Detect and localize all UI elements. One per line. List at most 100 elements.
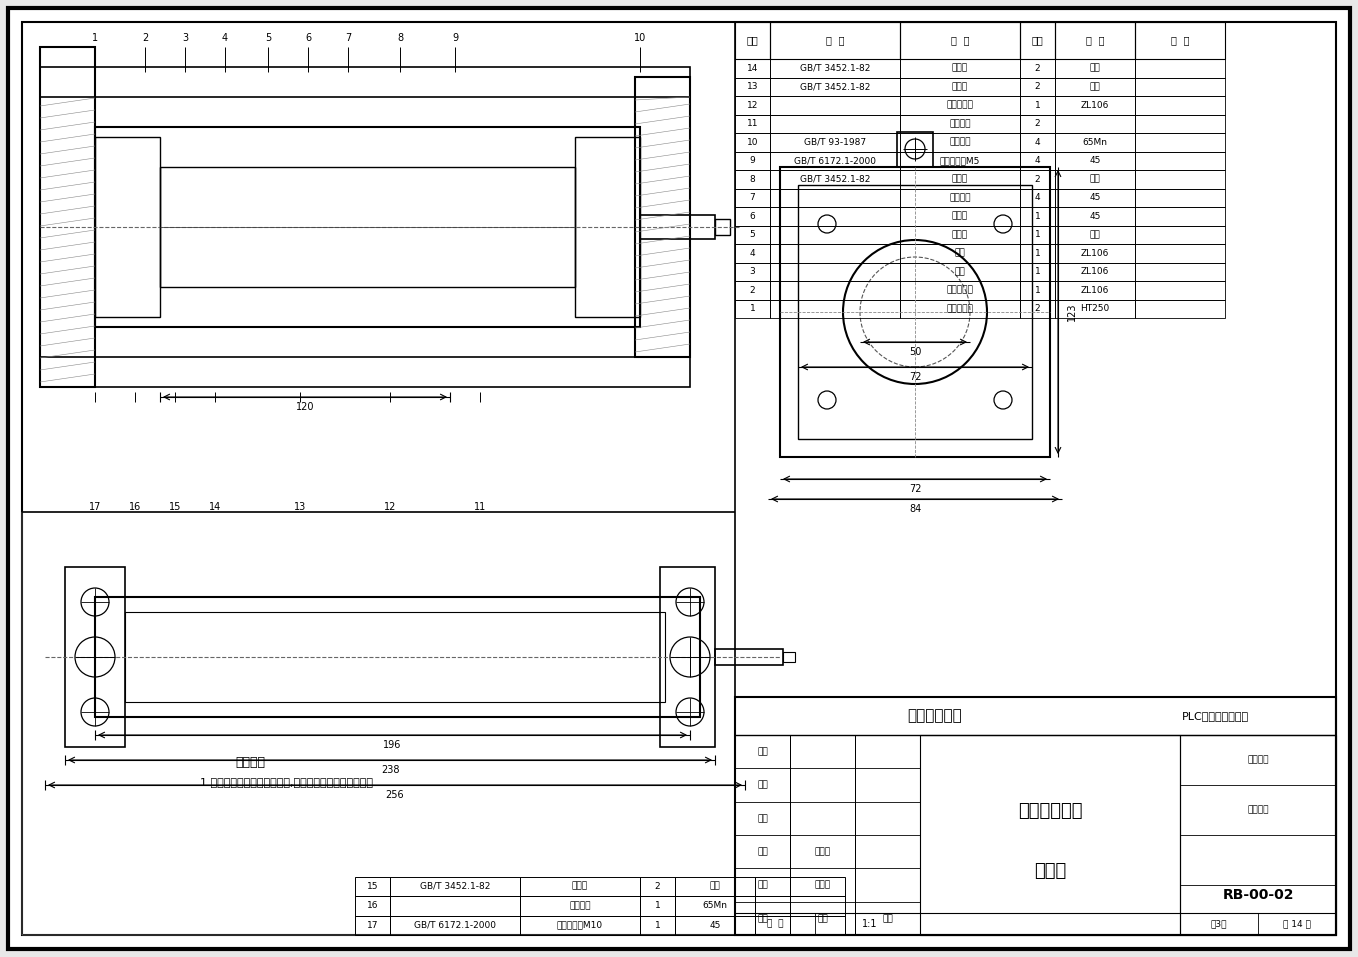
Bar [900, 262, 1020, 281]
Bar [354, 916, 390, 935]
Text: 16: 16 [129, 502, 141, 512]
Bar [900, 189, 1020, 207]
Bar [1055, 59, 1135, 78]
Text: 双头螺柱: 双头螺柱 [949, 193, 971, 202]
Text: 责任: 责任 [758, 914, 767, 923]
Text: 2: 2 [1035, 64, 1040, 73]
Text: 1:1: 1:1 [862, 919, 877, 929]
Text: 共 14 张: 共 14 张 [1283, 920, 1310, 928]
Bar [1020, 262, 1055, 281]
Text: 9: 9 [452, 33, 458, 43]
Bar [640, 877, 675, 896]
Bar [1135, 115, 1225, 133]
Text: 17: 17 [88, 502, 102, 512]
Bar [735, 78, 770, 96]
Bar [735, 115, 770, 133]
Bar [640, 896, 675, 916]
Bar [1135, 59, 1225, 78]
Text: GB/T 3452.1-82: GB/T 3452.1-82 [800, 82, 870, 91]
Bar [770, 59, 900, 78]
Text: 序号: 序号 [747, 35, 758, 46]
Text: GB/T 6172.1-2000: GB/T 6172.1-2000 [794, 156, 876, 166]
Text: 印模: 印模 [758, 747, 767, 756]
Text: 审核: 审核 [758, 781, 767, 790]
Bar [1135, 262, 1225, 281]
Text: 1: 1 [1035, 267, 1040, 277]
Bar [1055, 300, 1135, 318]
Text: 缸体: 缸体 [955, 267, 966, 277]
Text: 15: 15 [168, 502, 181, 512]
Bar [1135, 300, 1225, 318]
Text: 1: 1 [1035, 286, 1040, 295]
Text: 密封圈: 密封圈 [572, 881, 588, 891]
Bar [1020, 59, 1055, 78]
Bar [640, 916, 675, 935]
Text: 4: 4 [1035, 138, 1040, 146]
Bar [1055, 115, 1135, 133]
Text: 45: 45 [1089, 156, 1101, 166]
Bar [770, 133, 900, 151]
Text: 45: 45 [1089, 193, 1101, 202]
Text: 1: 1 [1035, 231, 1040, 239]
Text: ZL106: ZL106 [1081, 267, 1109, 277]
Bar [735, 96, 770, 115]
Bar [900, 226, 1020, 244]
Text: 10: 10 [747, 138, 758, 146]
Bar [390, 877, 520, 896]
Bar [735, 262, 770, 281]
Text: 8: 8 [750, 175, 755, 184]
Text: 17: 17 [367, 921, 379, 930]
Text: 12: 12 [384, 502, 397, 512]
Bar [900, 115, 1020, 133]
Bar [919, 735, 1180, 935]
Bar [1020, 226, 1055, 244]
Bar [1135, 151, 1225, 170]
Bar [770, 262, 900, 281]
Bar [735, 170, 770, 189]
Bar [520, 896, 640, 916]
Text: 1: 1 [1035, 249, 1040, 257]
Text: 气缸气口: 气缸气口 [949, 120, 971, 128]
Text: GB/T 3452.1-82: GB/T 3452.1-82 [420, 881, 490, 891]
Bar [95, 127, 640, 327]
Bar [735, 207, 770, 226]
Bar [95, 137, 160, 317]
Bar [770, 96, 900, 115]
Text: 设计项目: 设计项目 [1247, 755, 1268, 765]
Text: 橡胶: 橡胶 [1089, 175, 1100, 184]
Text: 65Mn: 65Mn [1082, 138, 1108, 146]
Text: 5: 5 [265, 33, 272, 43]
Bar [1135, 170, 1225, 189]
Text: PLC控制气动机械手: PLC控制气动机械手 [1181, 711, 1248, 721]
Bar [770, 226, 900, 244]
Bar [900, 151, 1020, 170]
Bar [755, 916, 845, 935]
Bar [39, 47, 95, 387]
Bar [125, 612, 665, 702]
Text: 1: 1 [1035, 100, 1040, 110]
Text: RB-00-02: RB-00-02 [1222, 888, 1294, 902]
Text: 比  例: 比 例 [767, 920, 784, 928]
Bar [900, 78, 1020, 96]
Text: 84: 84 [909, 504, 921, 514]
Text: 第3张: 第3张 [1211, 920, 1228, 928]
Bar [1020, 78, 1055, 96]
Text: 1: 1 [92, 33, 98, 43]
Text: 金龙滨: 金龙滨 [815, 847, 831, 857]
Bar [900, 207, 1020, 226]
Bar [716, 649, 784, 665]
Text: 11: 11 [747, 120, 758, 128]
Text: 气压缸: 气压缸 [1033, 862, 1066, 880]
Bar [735, 133, 770, 151]
Bar [574, 137, 640, 317]
Text: 4: 4 [1035, 156, 1040, 166]
Bar [770, 78, 900, 96]
Text: 4: 4 [750, 249, 755, 257]
Bar [675, 916, 755, 935]
Text: 1: 1 [655, 901, 660, 910]
Bar [735, 281, 770, 300]
Text: 1: 1 [655, 921, 660, 930]
Text: 13: 13 [293, 502, 306, 512]
Bar [1135, 78, 1225, 96]
Bar [1020, 115, 1055, 133]
